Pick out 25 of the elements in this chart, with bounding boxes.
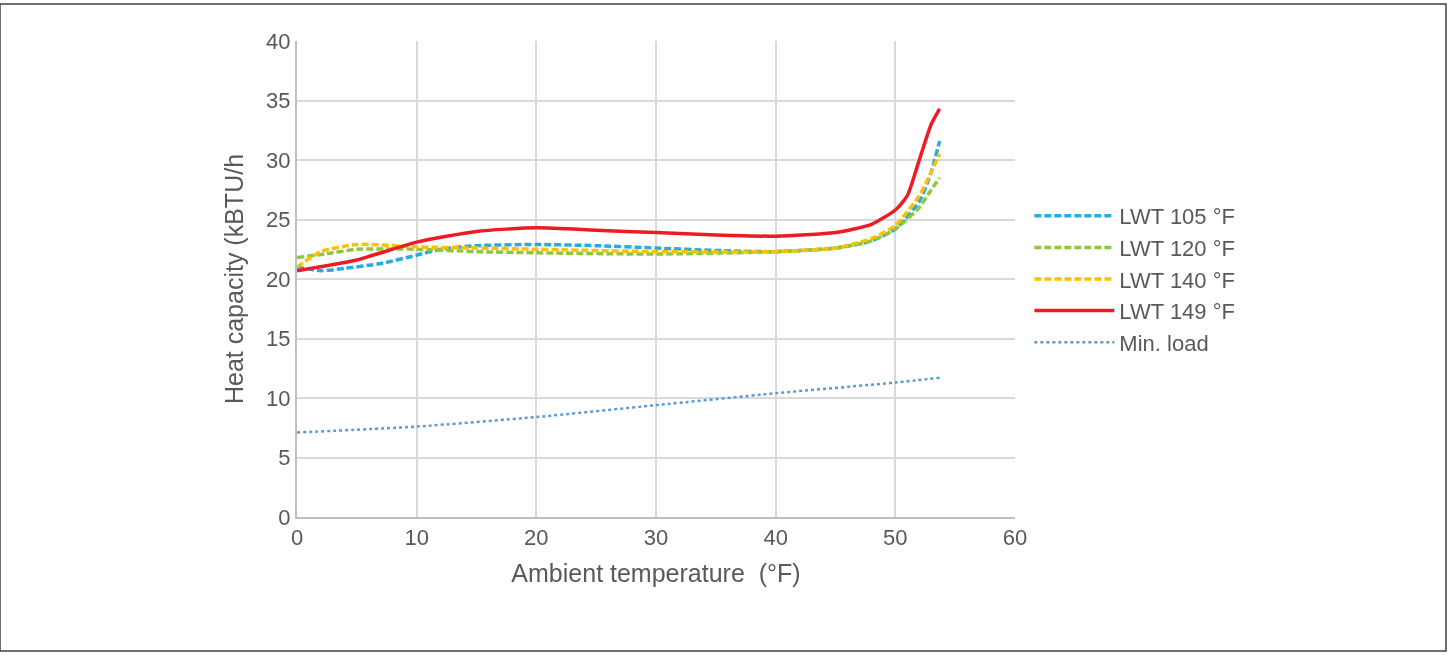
- line-series: [297, 107, 942, 273]
- y-tick-label: 0: [278, 504, 291, 530]
- legend-label: LWT 140 °F: [1119, 267, 1235, 293]
- x-tick-label: 40: [763, 525, 788, 551]
- legend-label: LWT 105 °F: [1119, 204, 1235, 230]
- legend-label: LWT 149 °F: [1119, 299, 1235, 325]
- x-tick-label: 50: [883, 525, 908, 551]
- x-axis-title: Ambient temperature (°F): [511, 558, 801, 587]
- y-tick-label: 20: [266, 266, 291, 292]
- line-series: [297, 176, 942, 260]
- x-tick-label: 30: [643, 525, 669, 551]
- line-series: [297, 376, 941, 434]
- y-tick-label: 15: [266, 326, 291, 352]
- x-tick-label: 20: [524, 525, 549, 551]
- x-tick-label: 60: [1002, 525, 1028, 551]
- legend-label: LWT 120 °F: [1119, 235, 1235, 261]
- y-tick-label: 35: [266, 88, 291, 114]
- y-tick-label: 40: [266, 28, 291, 54]
- legend-label: Min. load: [1119, 330, 1209, 356]
- x-tick-label: 10: [404, 525, 429, 551]
- y-tick-label: 5: [278, 445, 291, 471]
- y-tick-label: 10: [266, 385, 291, 411]
- y-tick-label: 30: [266, 147, 291, 173]
- y-axis-title: Heat capacity (kBTU/h: [220, 153, 249, 405]
- y-tick-label: 25: [266, 207, 291, 233]
